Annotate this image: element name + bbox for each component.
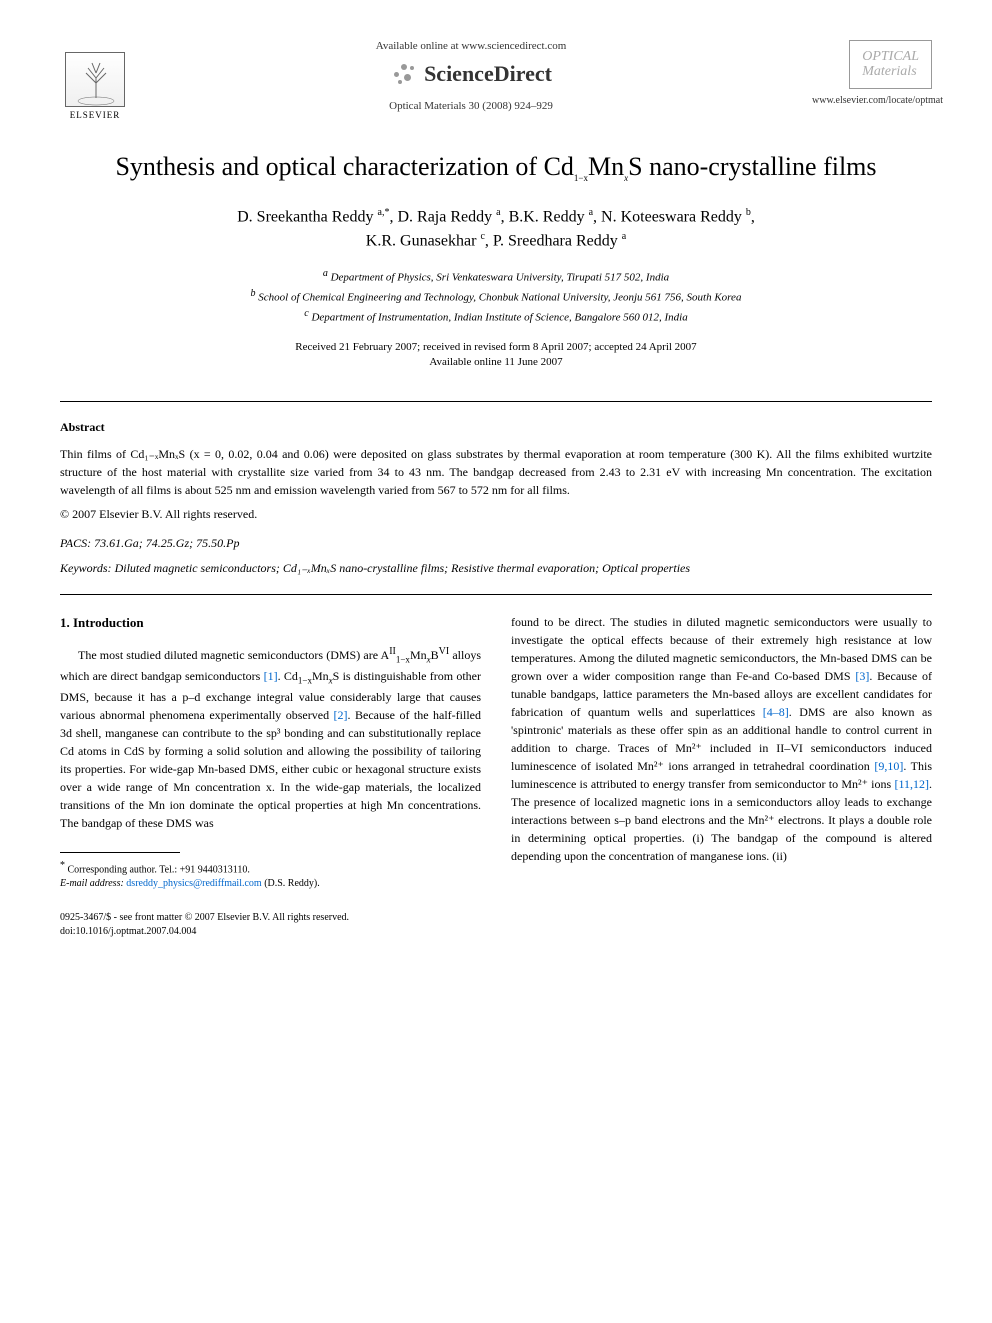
- author-1: D. Sreekantha Reddy: [237, 208, 377, 225]
- ref-4[interactable]: [4–8]: [763, 705, 789, 719]
- affiliation-b: School of Chemical Engineering and Techn…: [258, 291, 741, 303]
- body-columns: 1. Introduction The most studied diluted…: [60, 613, 932, 892]
- elsevier-label: ELSEVIER: [70, 110, 121, 120]
- elsevier-logo: ELSEVIER: [60, 40, 130, 120]
- doi-line2: doi:10.1016/j.optmat.2007.04.004: [60, 926, 196, 937]
- author-6: , P. Sreedhara Reddy: [485, 233, 622, 250]
- author-2: , D. Raja Reddy: [389, 208, 496, 225]
- title-mid: Mn: [588, 152, 624, 181]
- abstract-copyright: © 2007 Elsevier B.V. All rights reserved…: [60, 507, 932, 522]
- ref-6[interactable]: [11,12]: [894, 777, 929, 791]
- footnote-corresponding: Corresponding author. Tel.: +91 94403131…: [68, 864, 250, 875]
- ref-2[interactable]: [2]: [334, 708, 348, 722]
- t9: . Cd: [278, 669, 298, 683]
- footnote-block: * Corresponding author. Tel.: +91 944031…: [60, 859, 481, 891]
- optical-line2: Materials: [862, 64, 919, 79]
- center-header: Available online at www.sciencedirect.co…: [130, 40, 812, 112]
- affiliations-block: a Department of Physics, Sri Venkateswar…: [60, 266, 932, 326]
- keywords-line: Keywords: Diluted magnetic semiconductor…: [60, 561, 932, 576]
- t1: The most studied diluted magnetic semico…: [78, 648, 389, 662]
- divider-top: [60, 401, 932, 402]
- author-1-sup: a,*: [378, 207, 390, 218]
- pacs-label: PACS:: [60, 536, 91, 550]
- author-5: K.R. Gunasekhar: [366, 233, 481, 250]
- dates-received: Received 21 February 2007; received in r…: [295, 341, 696, 353]
- title-sub1: 1−x: [574, 173, 588, 183]
- footnote-email-label: E-mail address:: [60, 878, 124, 889]
- t14: . Because of the half-filled 3d shell, m…: [60, 708, 481, 830]
- footnote-separator: [60, 852, 180, 853]
- t10: 1−x: [298, 676, 312, 686]
- sciencedirect-row: ScienceDirect: [150, 60, 792, 88]
- column-right: found to be direct. The studies in dilut…: [511, 613, 932, 892]
- keywords-label: Keywords:: [60, 561, 112, 575]
- footnote-email-suffix: (D.S. Reddy).: [262, 878, 320, 889]
- t11: Mn: [312, 669, 329, 683]
- pacs-codes: 73.61.Ga; 74.25.Gz; 75.50.Pp: [91, 536, 239, 550]
- title-post: S nano-crystalline films: [628, 152, 876, 181]
- t7: VI: [439, 646, 450, 657]
- affiliation-c: Department of Instrumentation, Indian In…: [311, 312, 687, 324]
- doi-block: 0925-3467/$ - see front matter © 2007 El…: [60, 911, 932, 939]
- journal-url: www.elsevier.com/locate/optmat: [812, 95, 932, 106]
- t6: B: [431, 648, 439, 662]
- journal-logo-block: OPTICAL Materials www.elsevier.com/locat…: [812, 40, 932, 106]
- title-pre: Synthesis and optical characterization o…: [115, 152, 573, 181]
- t3: 1−x: [396, 655, 410, 665]
- journal-reference: Optical Materials 30 (2008) 924–929: [150, 100, 792, 112]
- sciencedirect-label: ScienceDirect: [424, 61, 552, 87]
- header-row: ELSEVIER Available online at www.science…: [60, 40, 932, 120]
- author-4: , N. Koteeswara Reddy: [593, 208, 746, 225]
- author-comma: ,: [751, 208, 755, 225]
- ref-5[interactable]: [9,10]: [874, 759, 903, 773]
- abstract-heading: Abstract: [60, 420, 932, 435]
- t4: Mn: [410, 648, 427, 662]
- sciencedirect-icon: [390, 60, 418, 88]
- dates-block: Received 21 February 2007; received in r…: [60, 340, 932, 371]
- footnote-email-link[interactable]: dsreddy_physics@rediffmail.com: [126, 878, 261, 889]
- optical-materials-logo: OPTICAL Materials: [849, 40, 932, 89]
- authors-block: D. Sreekantha Reddy a,*, D. Raja Reddy a…: [60, 205, 932, 254]
- author-3: , B.K. Reddy: [501, 208, 589, 225]
- ref-3[interactable]: [3]: [855, 669, 869, 683]
- optical-line1: OPTICAL: [862, 49, 919, 64]
- intro-paragraph-left: The most studied diluted magnetic semico…: [60, 644, 481, 832]
- intro-heading: 1. Introduction: [60, 613, 481, 633]
- elsevier-tree-icon: [65, 52, 125, 107]
- ref-1[interactable]: [1]: [264, 669, 278, 683]
- column-left: 1. Introduction The most studied diluted…: [60, 613, 481, 892]
- doi-line1: 0925-3467/$ - see front matter © 2007 El…: [60, 912, 349, 923]
- pacs-line: PACS: 73.61.Ga; 74.25.Gz; 75.50.Pp: [60, 536, 932, 551]
- dates-online: Available online 11 June 2007: [429, 356, 562, 368]
- divider-bottom: [60, 594, 932, 595]
- keywords-text: Diluted magnetic semiconductors; Cd₁₋ₓMn…: [112, 561, 690, 575]
- available-online-text: Available online at www.sciencedirect.co…: [150, 40, 792, 52]
- intro-paragraph-right: found to be direct. The studies in dilut…: [511, 613, 932, 865]
- affiliation-a: Department of Physics, Sri Venkateswara …: [331, 271, 670, 283]
- abstract-text: Thin films of Cd₁₋ₓMnₓS (x = 0, 0.02, 0.…: [60, 445, 932, 499]
- author-6-sup: a: [622, 231, 626, 242]
- article-title: Synthesis and optical characterization o…: [60, 150, 932, 185]
- t2: II: [389, 646, 396, 657]
